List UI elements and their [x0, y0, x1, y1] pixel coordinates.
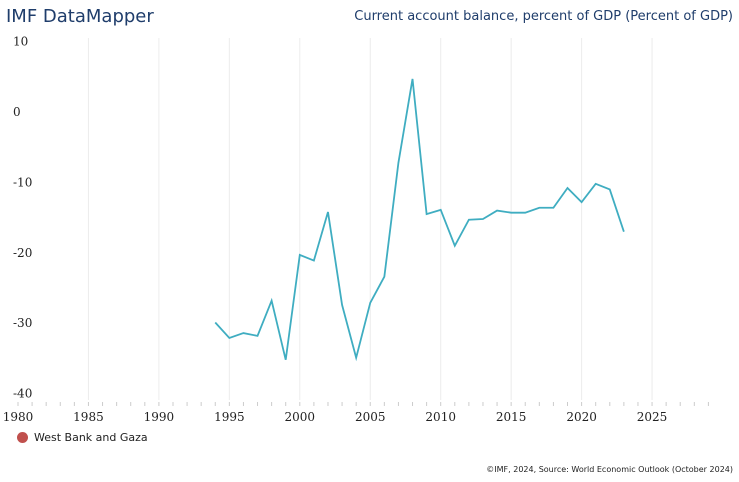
y-tick-label: 10 — [13, 35, 28, 49]
y-tick-label: 0 — [13, 105, 21, 119]
legend-item[interactable]: West Bank and Gaza — [17, 431, 148, 444]
x-tick-label: 2010 — [425, 410, 456, 424]
x-tick-label: 1985 — [73, 410, 104, 424]
x-tick-label: 1995 — [214, 410, 245, 424]
x-tick-label: 2015 — [496, 410, 527, 424]
y-tick-label: -10 — [13, 175, 32, 189]
x-tick-label: 2025 — [637, 410, 668, 424]
series-line — [214, 78, 625, 362]
y-tick-label: -30 — [13, 316, 32, 330]
x-tick-label: 1980 — [3, 410, 34, 424]
chart-title: Current account balance, percent of GDP … — [354, 9, 733, 24]
y-tick-label: -40 — [13, 387, 32, 401]
x-tick-label: 1990 — [144, 410, 175, 424]
x-tick-label: 2000 — [285, 410, 316, 424]
y-tick-label: -20 — [13, 246, 32, 260]
x-tick-label: 2020 — [566, 410, 597, 424]
source-credit: ©IMF, 2024, Source: World Economic Outlo… — [486, 465, 733, 474]
legend-label: West Bank and Gaza — [34, 431, 148, 444]
app-brand: IMF DataMapper — [6, 6, 154, 27]
x-tick-label: 2005 — [355, 410, 386, 424]
legend-dot-icon — [17, 432, 28, 443]
